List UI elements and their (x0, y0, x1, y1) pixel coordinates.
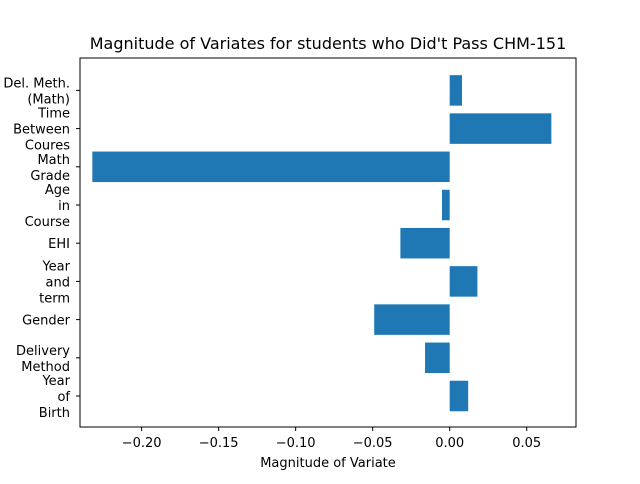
y-tick-label-8: Del. Meth. (Math) (3, 76, 70, 107)
bars-group (92, 75, 552, 412)
x-axis-ticks: −0.20 −0.15 −0.10 −0.05 0.00 0.05 (122, 427, 541, 451)
bar-8 (449, 75, 463, 106)
x-tick-label-5: 0.05 (512, 436, 541, 451)
bar-3 (449, 266, 478, 297)
plot-frame (79, 57, 577, 428)
y-tick-label-4: EHI (48, 237, 70, 252)
bar-2 (374, 304, 450, 335)
y-tick-label-5: Age in Course (25, 183, 70, 230)
bar-7 (449, 113, 552, 144)
bar-4 (400, 227, 450, 259)
x-tick-label-3: −0.05 (353, 436, 393, 451)
x-tick-label-1: −0.15 (199, 436, 239, 451)
y-tick-label-2: Gender (22, 314, 71, 329)
chart-title: Magnitude of Variates for students who D… (90, 34, 567, 53)
x-axis-label: Magnitude of Variate (260, 456, 396, 471)
bar-0 (449, 380, 469, 412)
bar-5 (441, 189, 450, 221)
y-tick-label-1: Delivery Method (16, 344, 70, 375)
x-tick-label-0: −0.20 (122, 436, 162, 451)
y-tick-label-7: Time Between Coures (13, 107, 70, 154)
x-tick-label-4: 0.00 (435, 436, 464, 451)
x-tick-label-2: −0.10 (276, 436, 316, 451)
y-tick-label-3: Year and term (39, 259, 71, 306)
y-tick-label-6: Math Grade (30, 153, 70, 184)
bar-1 (425, 342, 450, 374)
bar-6 (92, 151, 450, 183)
y-tick-label-0: Year of Birth (39, 374, 71, 421)
